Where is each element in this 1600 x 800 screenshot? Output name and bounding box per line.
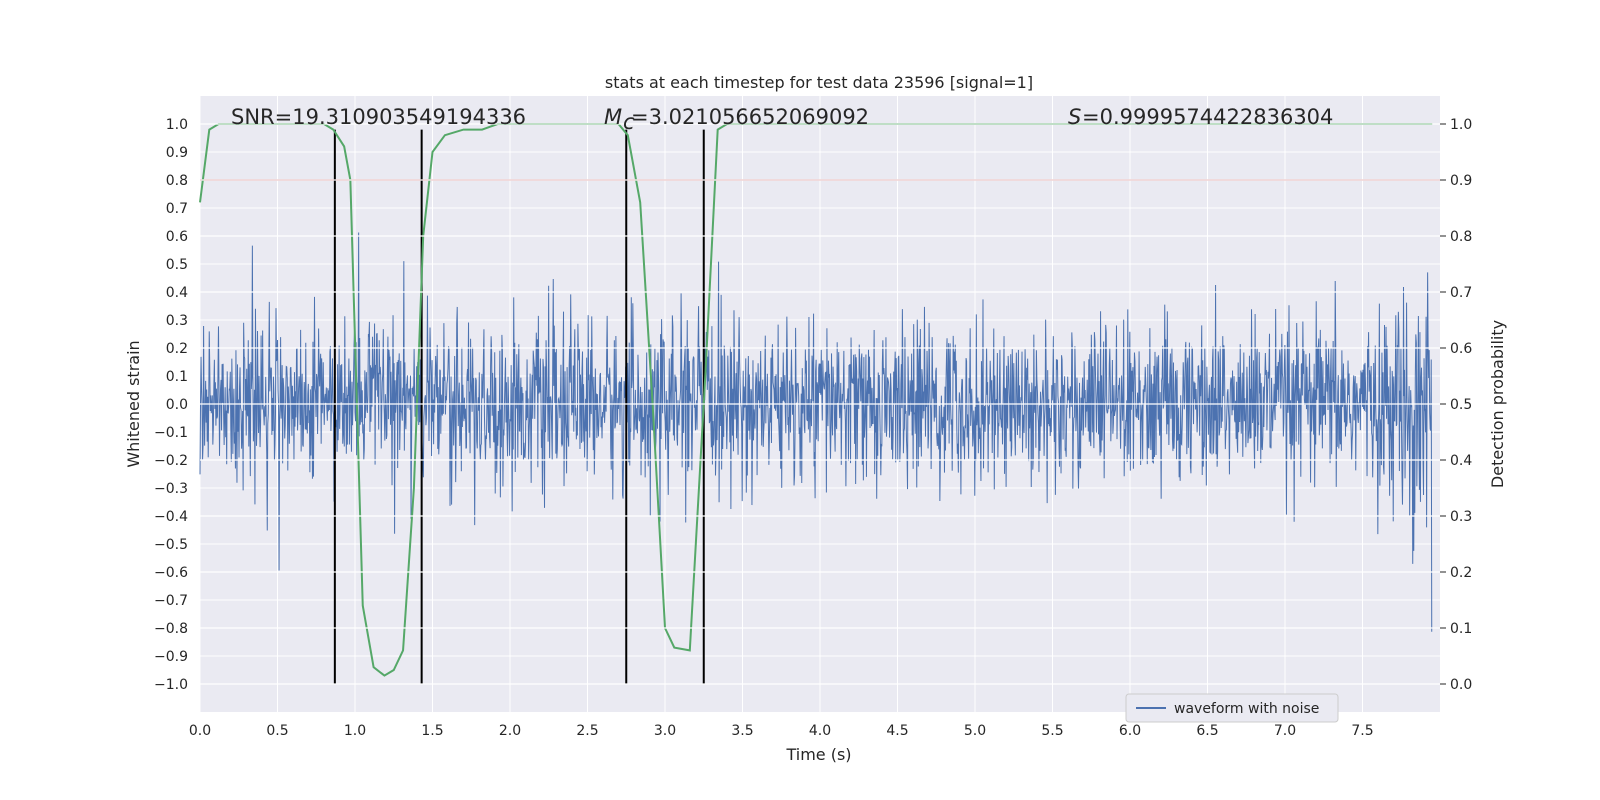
x-tick-label: 1.5 — [421, 723, 443, 739]
y-tick-label: 0.2 — [166, 341, 188, 357]
x-axis-label: Time (s) — [785, 745, 851, 764]
waveform-noise-series — [199, 232, 1433, 632]
x-tick-label: 7.0 — [1274, 723, 1296, 739]
legend-box — [1125, 693, 1339, 723]
y-right-tick-label: 0.8 — [1450, 229, 1472, 245]
y-tick-label: 0.9 — [166, 145, 188, 161]
x-tick-label: 2.0 — [499, 723, 521, 739]
waveform-with-noise-line — [199, 232, 1433, 632]
mc-value: =3.021056652069092 — [631, 105, 869, 129]
y-tick-label: −0.3 — [154, 481, 188, 497]
y-right-tick-label: 0.0 — [1450, 677, 1472, 693]
y-tick-label: −0.7 — [154, 593, 188, 609]
legend: waveform with noise — [1125, 693, 1339, 723]
x-tick-label: 6.0 — [1119, 723, 1141, 739]
detection-probability-line — [199, 123, 1433, 677]
snr-annotation: SNR=19.310903549194336 — [231, 105, 526, 129]
x-tick-label: 4.5 — [886, 723, 908, 739]
x-tick-label: 4.0 — [809, 723, 831, 739]
y-tick-label: −0.8 — [154, 621, 188, 637]
chart-title: stats at each timestep for test data 235… — [605, 73, 1033, 92]
y-right-tick-label: 0.6 — [1450, 341, 1472, 357]
mc-subscript: c — [623, 110, 635, 134]
x-tick-label: 0.0 — [189, 723, 211, 739]
y-right-tick-label: 0.5 — [1450, 397, 1472, 413]
y-tick-label: −0.6 — [154, 565, 188, 581]
right-grid-overlay — [200, 123, 1440, 685]
legend-label: waveform with noise — [1174, 701, 1319, 717]
y-tick-label: 0.8 — [166, 173, 188, 189]
y-right-tick-label: 0.7 — [1450, 285, 1472, 301]
x-tick-label: 3.5 — [731, 723, 753, 739]
x-tick-label: 5.5 — [1041, 723, 1063, 739]
y-right-tick-label: 1.0 — [1450, 117, 1472, 133]
probability-series — [199, 123, 1433, 677]
y-tick-label: −0.5 — [154, 537, 188, 553]
y-tick-label: −0.9 — [154, 649, 188, 665]
y-tick-label: 0.1 — [166, 369, 188, 385]
y-tick-label: 1.0 — [166, 117, 188, 133]
x-tick-label: 0.5 — [266, 723, 288, 739]
y-tick-label: 0.6 — [166, 229, 188, 245]
y-tick-label: 0.7 — [166, 201, 188, 217]
x-tick-label: 1.0 — [344, 723, 366, 739]
s-annotation: S =0.9999574422836304 — [1068, 105, 1333, 129]
y-right-axis-label: Detection probability — [1488, 320, 1507, 488]
y-tick-label: 0.3 — [166, 313, 188, 329]
y-right-tick-label: 0.3 — [1450, 509, 1472, 525]
y-tick-label: −1.0 — [154, 677, 188, 693]
mc-annotation: M c =3.021056652069092 — [604, 105, 869, 134]
mc-symbol: M — [604, 105, 622, 129]
x-axis-ticks: 0.0 0.5 1.0 1.5 2.0 2.5 3.0 3.5 4.0 4.5 5.0 5.5 6.0 6… — [189, 723, 1374, 739]
x-tick-label: 6.5 — [1196, 723, 1218, 739]
x-tick-label: 5.0 — [964, 723, 986, 739]
y-right-tick-label: 0.1 — [1450, 621, 1472, 637]
s-value: =0.9999574422836304 — [1082, 105, 1333, 129]
y-tick-label: −0.4 — [154, 509, 188, 525]
y-tick-label: 0.0 — [166, 397, 188, 413]
x-tick-label: 2.5 — [576, 723, 598, 739]
y-right-axis-ticks: 1.0 0.9 0.8 0.7 0.6 0.5 0.4 0.3 0.2 0.1 0.0 — [1440, 117, 1472, 693]
y-tick-label: −0.1 — [154, 425, 188, 441]
s-symbol: S — [1068, 105, 1081, 129]
x-tick-label: 7.5 — [1351, 723, 1373, 739]
y-tick-label: 0.5 — [166, 257, 188, 273]
y-tick-label: 0.4 — [166, 285, 188, 301]
y-right-tick-label: 0.2 — [1450, 565, 1472, 581]
y-axis-ticks: 1.0 0.9 0.8 0.7 0.6 0.5 0.4 0.3 0.2 0.1 0.0 −0.1 −0.… — [154, 117, 188, 693]
y-axis-label: Whitened strain — [124, 340, 143, 467]
y-right-tick-label: 0.4 — [1450, 453, 1472, 469]
y-right-tick-label: 0.9 — [1450, 173, 1472, 189]
y-tick-label: −0.2 — [154, 453, 188, 469]
x-tick-label: 3.0 — [654, 723, 676, 739]
